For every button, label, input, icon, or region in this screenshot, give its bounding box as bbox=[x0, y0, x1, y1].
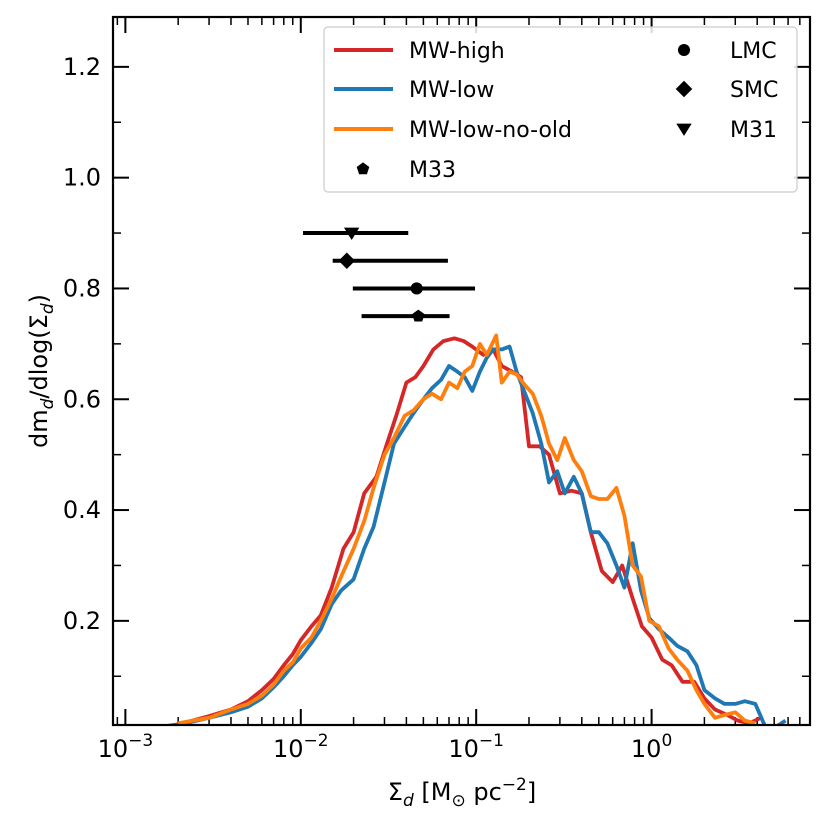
errorbar-marker-smc bbox=[338, 252, 356, 270]
y-tick-labels: 0.2 0.4 0.6 0.8 1.0 1.2 bbox=[63, 53, 101, 635]
y-tick-label: 0.4 bbox=[63, 496, 101, 524]
legend-marker-lmc bbox=[677, 43, 691, 57]
series-line-mw-low-no-old bbox=[177, 333, 756, 725]
legend-marker-m33 bbox=[356, 162, 370, 175]
legend-label: MW-high bbox=[409, 39, 505, 64]
legend-marker-smc bbox=[675, 80, 693, 98]
y-tick-label: 0.2 bbox=[63, 607, 101, 635]
legend: MW-high MW-low MW-low-no-old M33 LMC SMC M31 bbox=[323, 26, 798, 193]
legend-label: M33 bbox=[409, 158, 456, 183]
x-tick-label: 100 bbox=[631, 731, 672, 763]
x-tick-label: 10−3 bbox=[98, 731, 154, 763]
x-tick-label: 10−1 bbox=[448, 731, 504, 763]
y-tick-label: 1.2 bbox=[63, 53, 101, 81]
legend-label: SMC bbox=[730, 78, 778, 103]
legend-label: MW-low-no-old bbox=[409, 118, 572, 143]
y-axis-label: dmd/dlog(Σd) bbox=[25, 294, 58, 448]
series-line-mw-low bbox=[159, 344, 787, 725]
errorbar-marker-m31 bbox=[343, 227, 360, 240]
y-tick-label: 0.6 bbox=[63, 385, 101, 413]
y-tick-label: 1.0 bbox=[63, 164, 101, 192]
series-lines bbox=[159, 333, 787, 725]
error-bars bbox=[303, 227, 476, 322]
plot-frame bbox=[111, 15, 812, 727]
legend-box bbox=[323, 26, 798, 193]
x-tick-label: 10−2 bbox=[273, 731, 329, 763]
legend-label: LMC bbox=[730, 39, 777, 64]
legend-label: MW-low bbox=[409, 78, 494, 103]
errorbar-marker-lmc bbox=[410, 282, 423, 295]
legend-marker-m31 bbox=[676, 123, 692, 136]
errorbar-marker-m33 bbox=[412, 309, 425, 322]
series-line-mw-high bbox=[159, 336, 762, 725]
y-tick-label: 0.8 bbox=[63, 274, 101, 302]
legend-label: M31 bbox=[730, 118, 777, 143]
x-axis-label: Σd [M⊙ pc−2] bbox=[388, 775, 536, 811]
x-tick-labels: 10−3 10−2 10−1 100 bbox=[98, 731, 673, 763]
